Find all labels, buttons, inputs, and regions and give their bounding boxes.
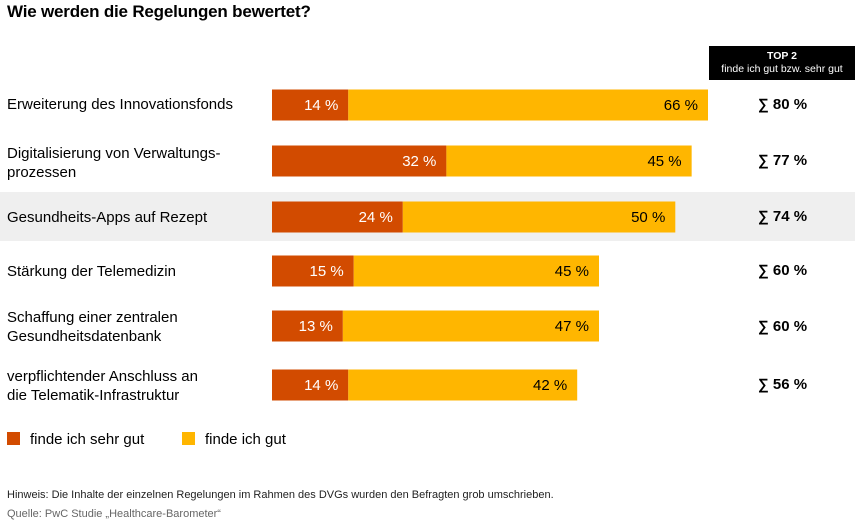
footnote: Hinweis: Die Inhalte der einzelnen Regel…: [7, 489, 554, 501]
bar-value-label: 47 %: [555, 318, 589, 335]
bar-segment-sehr-gut: [272, 310, 343, 342]
chart-title: Wie werden die Regelungen bewertet?: [7, 2, 311, 21]
top2-header-subtitle: finde ich gut bzw. sehr gut: [721, 63, 843, 75]
bar-segment-sehr-gut: [272, 255, 354, 287]
bar-segment-sehr-gut: [272, 145, 447, 177]
bar-segment-gut: [348, 89, 708, 121]
top2-total: ∑ 80 %: [758, 96, 808, 113]
bar-value-label: 45 %: [555, 263, 589, 280]
legend-item-gut: finde ich gut: [182, 431, 286, 449]
bar-segment-gut: [446, 145, 692, 177]
bar-value-label: 66 %: [664, 97, 698, 114]
top2-header: TOP 2 finde ich gut bzw. sehr gut: [709, 46, 855, 80]
row-label: Stärkung der Telemedizin: [7, 263, 176, 280]
bar-value-label: 13 %: [299, 318, 333, 335]
bar-value-label: 14 %: [304, 377, 338, 394]
row-label: Digitalisierung von Verwaltungs- prozess…: [7, 145, 221, 181]
bar-segment-sehr-gut: [272, 369, 349, 401]
top2-total: ∑ 56 %: [758, 376, 808, 393]
bar-segment-sehr-gut: [272, 89, 349, 121]
bar-value-label: 45 %: [647, 153, 681, 170]
source-note: Quelle: PwC Studie „Healthcare-Barometer…: [7, 508, 221, 520]
row-label: verpflichtender Anschluss an die Telemat…: [7, 368, 198, 404]
bar-value-label: 24 %: [359, 209, 393, 226]
bar-segment-gut: [402, 201, 676, 233]
top2-total: ∑ 60 %: [758, 318, 808, 335]
row-label: Erweiterung des Innovationsfonds: [7, 96, 233, 113]
bar-value-label: 14 %: [304, 97, 338, 114]
legend-label-sehr-gut: finde ich sehr gut: [30, 431, 145, 448]
top2-total: ∑ 77 %: [758, 152, 808, 169]
bar-segment-sehr-gut: [272, 201, 403, 233]
bar-value-label: 42 %: [533, 377, 567, 394]
top2-total: ∑ 74 %: [758, 208, 808, 225]
row-label: Gesundheits-Apps auf Rezept: [7, 209, 208, 226]
bar-segment-gut: [348, 369, 578, 401]
bar-value-label: 50 %: [631, 209, 665, 226]
bar-value-label: 32 %: [402, 153, 436, 170]
bar-value-label: 15 %: [310, 263, 344, 280]
bar-segment-gut: [353, 255, 599, 287]
legend-swatch-sehr-gut: [7, 432, 20, 445]
legend-label-gut: finde ich gut: [205, 431, 286, 448]
row-label: Schaffung einer zentralen Gesundheitsdat…: [7, 309, 178, 345]
bar-segment-gut: [342, 310, 599, 342]
top2-header-title: TOP 2: [767, 50, 797, 62]
top2-total: ∑ 60 %: [758, 262, 808, 279]
legend-item-sehr-gut: finde ich sehr gut: [7, 431, 144, 449]
legend-swatch-gut: [182, 432, 195, 445]
